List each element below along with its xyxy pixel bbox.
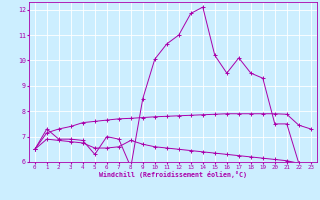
X-axis label: Windchill (Refroidissement éolien,°C): Windchill (Refroidissement éolien,°C)	[99, 171, 247, 178]
